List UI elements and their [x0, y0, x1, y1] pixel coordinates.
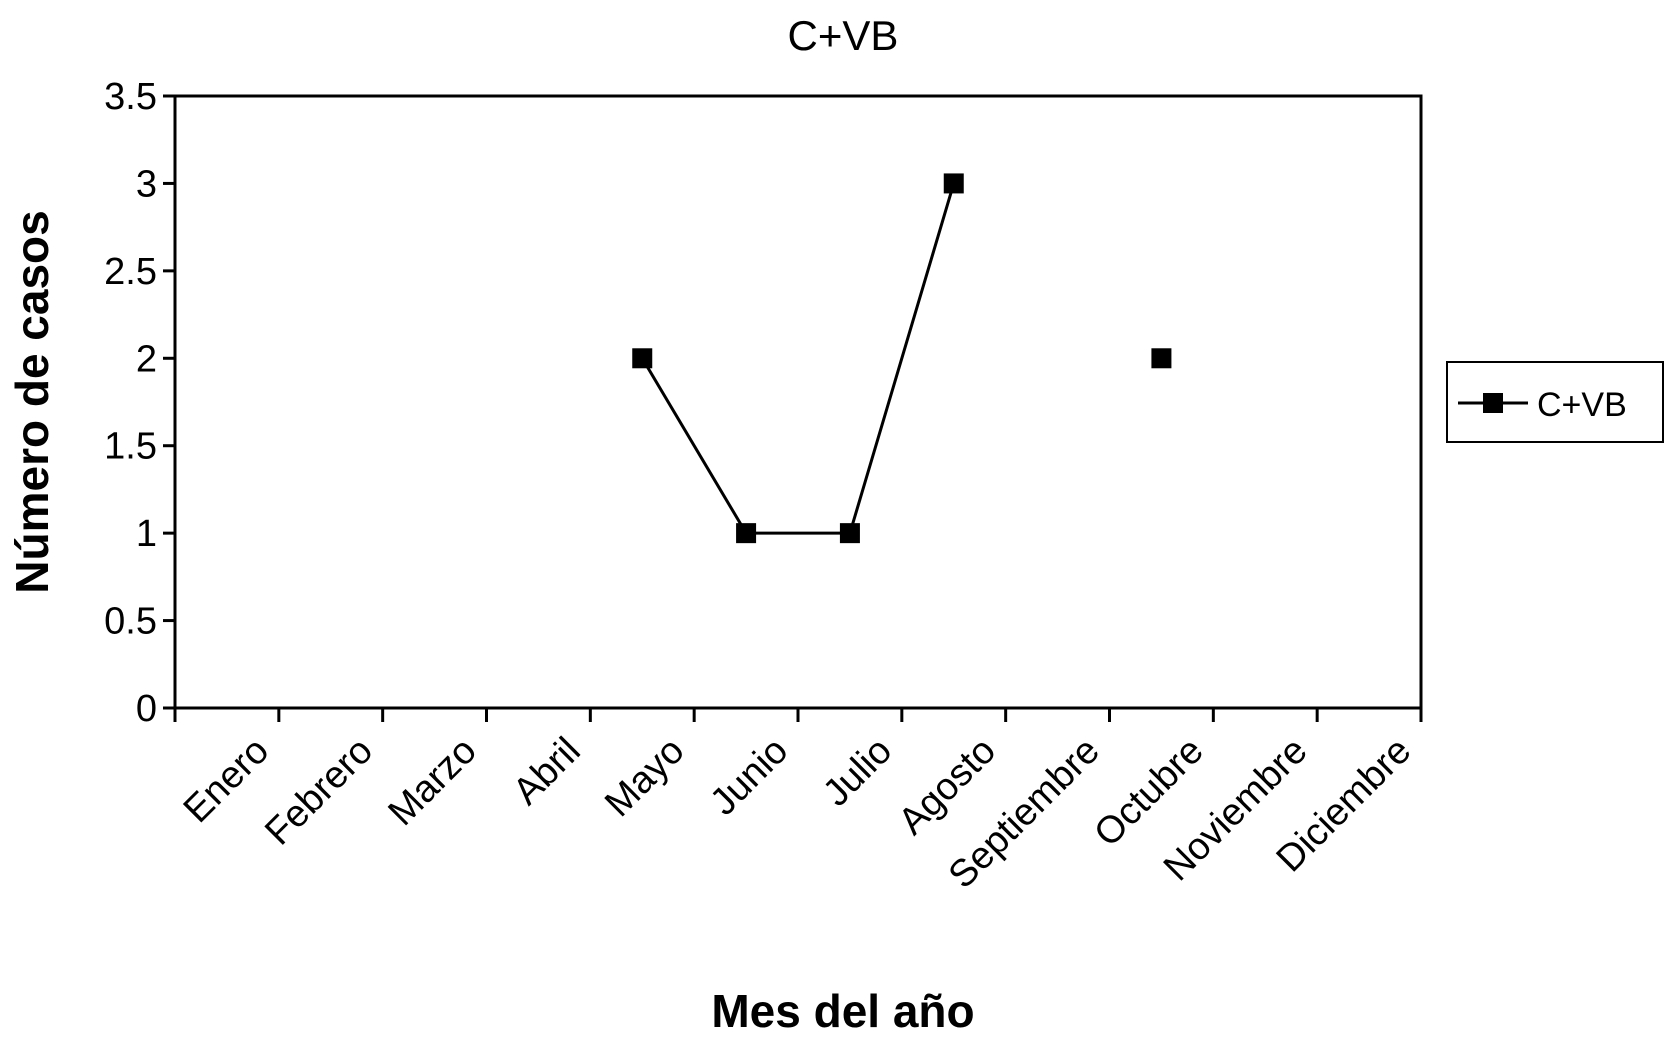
- y-tick-label: 2: [136, 338, 157, 380]
- y-tick-label: 1.5: [104, 426, 157, 468]
- y-tick-label: 3: [136, 163, 157, 205]
- plot-area: [173, 94, 1423, 710]
- legend-marker: [1483, 393, 1503, 413]
- y-tick-label: 0: [136, 688, 157, 730]
- x-tick-label: Mayo: [597, 730, 692, 825]
- x-tick-label: Abril: [505, 730, 588, 813]
- y-axis: 0 0.5 1 1.5 2 2.5 3 3.5: [104, 76, 175, 730]
- legend: C+VB: [1446, 361, 1664, 443]
- data-point-mayo: [632, 348, 653, 369]
- series-line-segment: [848, 183, 956, 534]
- data-point-octubre: [1151, 348, 1172, 369]
- y-tick-label: 0.5: [104, 601, 157, 643]
- x-tick-label: Marzo: [381, 730, 485, 834]
- y-tick-label: 3.5: [104, 76, 157, 118]
- x-tick-label: Febrero: [257, 730, 381, 854]
- x-tick-label: Julio: [815, 730, 900, 815]
- y-tick-label: 2.5: [104, 251, 157, 293]
- series-line-segment: [640, 357, 748, 534]
- chart-title: C+VB: [788, 12, 899, 59]
- x-tick-label: Junio: [702, 730, 796, 824]
- y-axis-label: Número de casos: [6, 210, 58, 593]
- series-layer: [632, 173, 1172, 544]
- data-point-agosto: [943, 173, 964, 194]
- x-tick-label: Enero: [176, 730, 277, 831]
- data-point-junio: [736, 523, 757, 544]
- y-tick-label: 1: [136, 513, 157, 555]
- legend-label: C+VB: [1537, 386, 1627, 424]
- data-point-julio: [839, 523, 860, 544]
- x-axis-label: Mes del año: [711, 985, 974, 1037]
